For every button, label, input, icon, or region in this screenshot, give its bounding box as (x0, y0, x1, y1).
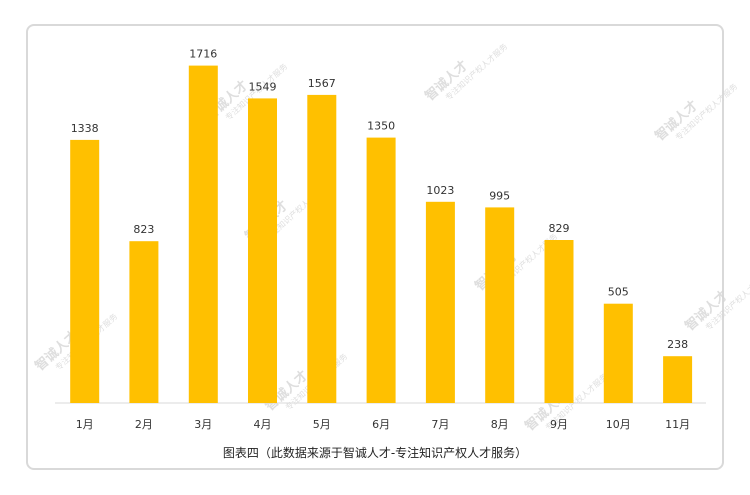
value-label-6: 1350 (367, 120, 395, 133)
x-tick-label-4: 4月 (254, 418, 272, 431)
bar-10 (603, 303, 633, 403)
value-label-3: 1716 (189, 48, 217, 61)
bar-6 (366, 137, 396, 403)
x-tick-label-10: 10月 (606, 418, 631, 431)
x-tick-label-6: 6月 (372, 418, 390, 431)
value-labels-group: 1338 823 1716 1549 1567 1350 1023 995 829 505 238 (71, 48, 688, 352)
value-label-2: 823 (133, 223, 154, 236)
bar-4 (248, 98, 277, 404)
bar-7 (425, 201, 455, 403)
bar-1 (70, 139, 100, 403)
x-tick-label-7: 7月 (431, 418, 449, 431)
bar-3 (188, 65, 218, 403)
value-label-10: 505 (608, 286, 629, 299)
bar-11 (663, 356, 693, 403)
value-label-11: 238 (667, 338, 688, 351)
x-tick-labels-group: 1月 2月 3月 4月 5月 6月 7月 8月 9月 10月 11月 (76, 418, 690, 431)
value-label-4: 1549 (249, 80, 277, 93)
x-tick-label-3: 3月 (194, 418, 212, 431)
bar-9 (544, 240, 574, 403)
x-tick-label-5: 5月 (313, 418, 331, 431)
value-label-8: 995 (489, 189, 510, 202)
chart-caption: 图表四（此数据来源于智诚人才-专注知识产权人才服务） (222, 446, 528, 460)
x-tick-label-11: 11月 (665, 418, 690, 431)
value-label-5: 1567 (308, 77, 336, 90)
value-label-7: 1023 (426, 184, 454, 197)
x-tick-label-2: 2月 (135, 418, 153, 431)
x-tick-label-1: 1月 (76, 418, 94, 431)
x-tick-label-8: 8月 (491, 418, 509, 431)
bar-2 (129, 241, 159, 403)
value-label-1: 1338 (71, 122, 99, 135)
x-tick-label-9: 9月 (550, 418, 568, 431)
value-label-9: 829 (549, 222, 570, 235)
bar-8 (485, 207, 515, 403)
bars-group (70, 65, 693, 404)
bar-5 (307, 94, 337, 404)
